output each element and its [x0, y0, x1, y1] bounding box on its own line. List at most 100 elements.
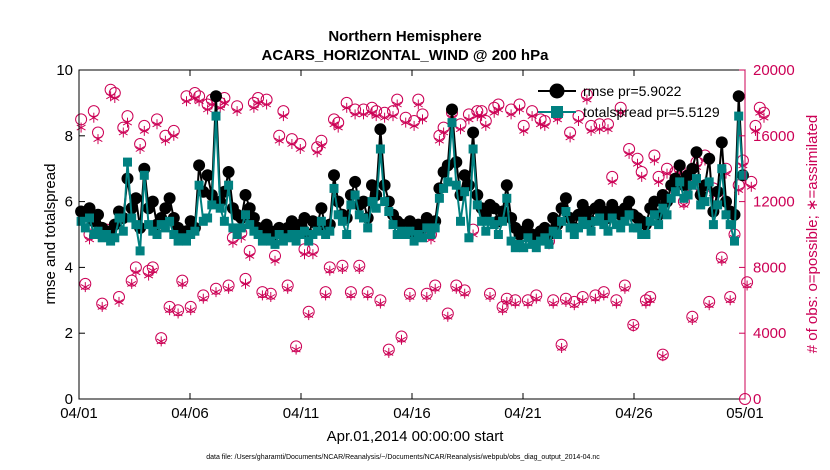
asterisk-stroke: [717, 257, 727, 264]
asterisk-stroke: [443, 313, 453, 320]
asterisk-stroke: [759, 114, 769, 121]
asterisk-stroke: [261, 101, 272, 108]
obs-assimilated-point: [460, 288, 470, 299]
asterisk-stroke: [645, 297, 655, 304]
asterisk-stroke: [358, 111, 369, 118]
asterisk-stroke: [396, 336, 407, 343]
obs-assimilated-point: [350, 109, 360, 120]
totalspread-point: [620, 216, 630, 226]
totalspread-point: [586, 226, 596, 236]
obs-assimilated-point: [257, 290, 267, 301]
asterisk-stroke: [202, 106, 213, 113]
obs-assimilated-point: [540, 120, 550, 131]
asterisk-stroke: [198, 295, 208, 302]
asterisk-stroke: [333, 124, 343, 131]
totalspread-point: [325, 226, 335, 236]
obs-assimilated-point: [620, 283, 630, 294]
obs-assimilated-point: [430, 283, 440, 294]
asterisk-stroke: [283, 285, 293, 292]
totalspread-point: [607, 213, 617, 223]
obs-assimilated-point: [481, 120, 491, 131]
x-tick-label: 04/01: [60, 405, 98, 422]
rmse-point: [129, 192, 142, 205]
totalspread-point: [203, 213, 213, 223]
totalspread-point: [692, 174, 701, 184]
asterisk-stroke: [76, 124, 86, 131]
obs-assimilated-point: [637, 171, 647, 182]
totalspread-point: [418, 233, 427, 243]
asterisk-stroke: [160, 137, 171, 144]
obs-assimilated-point: [704, 300, 714, 311]
asterisk-stroke: [127, 280, 137, 287]
asterisk-stroke: [354, 266, 364, 272]
asterisk-stroke: [350, 111, 360, 118]
asterisk-stroke: [181, 98, 192, 105]
asterisk-stroke: [274, 137, 284, 144]
totalspread-point: [228, 223, 238, 233]
asterisk-stroke: [375, 300, 385, 307]
obs-assimilated-point: [687, 315, 697, 325]
totalspread-point: [713, 200, 723, 210]
totalspread-point: [574, 223, 583, 233]
asterisk-stroke: [392, 101, 402, 108]
obs-assimilated-point: [143, 270, 154, 281]
asterisk-stroke: [165, 307, 175, 314]
y-right-tick-label: 12000: [753, 194, 795, 211]
asterisk-stroke: [506, 111, 516, 118]
totalspread-point: [85, 213, 94, 223]
totalspread-point: [405, 226, 415, 236]
obs-assimilated-point: [531, 293, 541, 304]
asterisk-stroke: [371, 113, 381, 120]
asterisk-stroke: [122, 119, 133, 126]
obs-assimilated-point: [304, 310, 314, 321]
totalspread-point: [110, 233, 120, 243]
obs-assimilated-point: [658, 351, 668, 362]
asterisk-stroke: [519, 127, 529, 134]
totalspread-point: [127, 213, 137, 223]
asterisk-stroke: [312, 149, 322, 156]
rmse-point: [83, 202, 96, 215]
obs-assimilated-point: [118, 127, 128, 138]
obs-assimilated-point: [519, 125, 529, 136]
rmse-point: [467, 126, 480, 139]
asterisk-stroke: [363, 292, 373, 299]
obs-assimilated-point: [632, 158, 643, 169]
totalspread-point: [670, 187, 680, 197]
totalspread-point: [439, 183, 449, 193]
totalspread-point: [312, 226, 322, 236]
totalspread-point: [443, 177, 453, 187]
rmse-point: [210, 90, 222, 103]
totalspread-point: [337, 216, 347, 226]
totalspread-point: [245, 220, 255, 230]
totalspread-point: [215, 203, 225, 213]
asterisk-stroke: [481, 122, 491, 129]
asterisk-stroke: [531, 295, 541, 302]
totalspread-point: [519, 243, 529, 253]
totalspread-point: [675, 177, 685, 187]
totalspread-point: [704, 177, 714, 187]
asterisk-stroke: [211, 289, 221, 296]
obs-assimilated-point: [653, 176, 664, 187]
asterisk-stroke: [578, 297, 588, 304]
obs-assimilated-point: [493, 104, 504, 115]
asterisk-stroke: [485, 294, 495, 300]
rmse-point: [357, 195, 370, 208]
asterisk-stroke: [177, 280, 187, 287]
y-right-tick-label: 20000: [753, 62, 795, 79]
asterisk-stroke: [308, 251, 318, 258]
obs-assimilated-point: [514, 104, 525, 115]
totalspread-point: [734, 111, 744, 121]
obs-assimilated-point: [93, 134, 103, 145]
rmse-point: [446, 103, 458, 116]
obs-assimilated-point: [106, 91, 116, 102]
obs-assimilated-point: [274, 135, 284, 146]
totalspread-point: [666, 193, 676, 203]
obs-assimilated-point: [641, 298, 651, 309]
totalspread-point: [274, 230, 284, 239]
y-left-tick-label: 6: [65, 194, 73, 211]
totalspread-point: [645, 216, 655, 226]
x-tick-label: 04/11: [283, 405, 319, 422]
asterisk-stroke: [493, 106, 504, 113]
totalspread-point: [721, 210, 731, 220]
